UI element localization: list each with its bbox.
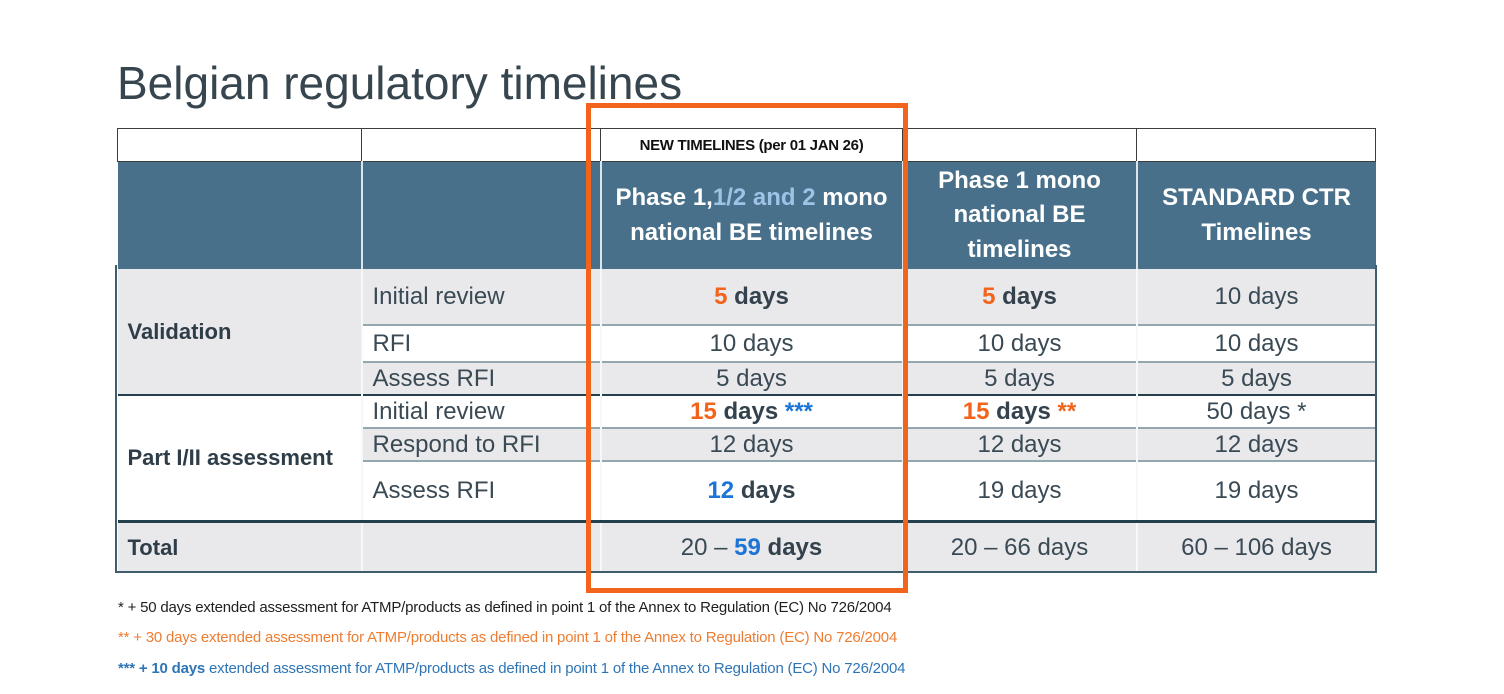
text-segment: 59 — [734, 534, 761, 562]
value-cell: 20 – 66 days — [901, 519, 1137, 573]
text-segment: days — [716, 397, 785, 425]
table-row: Part I/II assessment Initial review 15 day… — [117, 394, 1376, 521]
footnotes: * + 50 days extended assessment for ATMP… — [118, 598, 905, 689]
text-segment: 19 days — [1214, 477, 1299, 505]
value-cell: 10 days — [901, 324, 1137, 362]
row-group-label: Part I/II assessment — [117, 394, 362, 521]
value-cell: 15 days *** — [599, 394, 903, 428]
text-segment: days — [989, 397, 1058, 425]
text-segment: 1/2 and 2 — [712, 184, 816, 212]
header-phase1-mono: Phase 1 mono national BE timelines — [901, 161, 1137, 269]
text-segment: *** + 10 days — [118, 659, 206, 677]
text-segment: 5 — [982, 282, 996, 310]
value-cell: 12 days — [599, 460, 903, 521]
table-row: Validation Initial review 5 days 5 days 10 d… — [117, 269, 1376, 395]
page-title: Belgian regulatory timelines — [117, 56, 683, 109]
value-cell: 5 days — [901, 269, 1137, 325]
text-segment: 10 days — [977, 329, 1062, 357]
table-body: Validation Initial review 5 days 5 days 10 d… — [117, 269, 1376, 573]
footnote: *** + 10 days extended assessment for AT… — [118, 659, 905, 679]
value-cell: 12 days — [599, 427, 903, 461]
timelines-table: NEW TIMELINES (per 01 JAN 26) Phase 1,1/… — [117, 128, 1376, 573]
value-cell: 19 days — [1135, 460, 1376, 521]
text-segment: 5 — [714, 282, 728, 310]
value-cell: 19 days — [901, 460, 1137, 521]
value-cell: 15 days ** — [901, 394, 1137, 428]
table-row: Assess RFI 12 days 19 days 19 days — [118, 460, 1376, 521]
row-label: Initial review — [360, 269, 601, 325]
header-row: Phase 1,1/2 and 2 mono national BE timel… — [117, 161, 1376, 269]
text-segment: 5 days — [984, 364, 1055, 392]
banner-cell-empty — [902, 128, 1137, 162]
text-segment: Phase 1 mono national BE timelines — [938, 167, 1101, 263]
value-cell: 5 days — [901, 361, 1137, 395]
text-segment: 12 — [707, 477, 735, 505]
text-segment: ** + 30 days extended assessment for ATM… — [118, 629, 898, 647]
banner-row: NEW TIMELINES (per 01 JAN 26) — [117, 128, 1376, 162]
text-segment: 10 days — [1214, 329, 1299, 357]
value-cell: 60 – 106 days — [1135, 519, 1376, 573]
value-cell: 10 days — [1135, 324, 1376, 362]
text-segment: mono national BE timelines — [630, 184, 888, 246]
header-cell-empty — [117, 161, 362, 269]
text-segment: 5 days — [1221, 364, 1292, 392]
timelines-table-wrapper: NEW TIMELINES (per 01 JAN 26) Phase 1,1/… — [115, 128, 1377, 573]
row-label: Assess RFI — [360, 460, 601, 521]
text-segment: 20 – 66 days — [950, 534, 1089, 562]
text-segment: 12 days — [709, 430, 794, 458]
text-segment: 10 days — [709, 329, 794, 357]
value-cell: 5 days — [599, 269, 903, 325]
header-cell-empty — [360, 161, 601, 269]
text-segment: days — [760, 534, 823, 562]
text-segment: 60 – 106 days — [1181, 534, 1332, 562]
value-cell: 12 days — [901, 427, 1137, 461]
table-row: Assess RFI 5 days 5 days 5 days — [118, 361, 1376, 395]
text-segment: ** — [1057, 397, 1077, 425]
new-timelines-banner: NEW TIMELINES (per 01 JAN 26) — [600, 128, 903, 162]
footnote: * + 50 days extended assessment for ATMP… — [118, 598, 905, 618]
value-cell: 12 days — [1135, 427, 1376, 461]
text-segment: 15 — [690, 397, 717, 425]
header-standard-ctr: STANDARD CTR Timelines — [1135, 161, 1376, 269]
text-segment: 12 days — [977, 430, 1062, 458]
value-cell: 5 days — [1135, 361, 1376, 395]
text-segment: extended assessment for ATMP/products as… — [205, 659, 906, 677]
text-segment: STANDARD CTR Timelines — [1162, 184, 1351, 246]
text-segment: days — [734, 477, 796, 505]
text-segment: *** — [784, 397, 813, 425]
text-segment: 10 days — [1214, 282, 1299, 310]
row-label: Initial review — [360, 394, 601, 428]
row-label: Respond to RFI — [360, 427, 601, 461]
footnote: ** + 30 days extended assessment for ATM… — [118, 628, 905, 648]
banner-cell-empty — [1136, 128, 1376, 162]
row-label: Assess RFI — [360, 361, 601, 395]
row-group-label: Total — [117, 519, 362, 573]
text-segment: 15 — [962, 397, 990, 425]
text-segment: 20 – — [680, 534, 735, 562]
banner-cell-empty — [361, 128, 601, 162]
value-cell: 5 days — [599, 361, 903, 395]
text-segment: Phase 1, — [615, 184, 713, 212]
text-segment: 12 days — [1214, 430, 1299, 458]
value-cell: 50 days * — [1135, 394, 1376, 428]
header-phase1-12-2-mono: Phase 1,1/2 and 2 mono national BE timel… — [599, 161, 903, 269]
value-cell: 20 – 59 days — [599, 519, 903, 573]
table-row: RFI 10 days 10 days 10 days — [118, 324, 1376, 362]
value-cell: 10 days — [599, 324, 903, 362]
table-row: Total 20 – 59 days 20 – 66 days 60 – 106 da… — [117, 519, 1376, 573]
banner-cell-empty — [117, 128, 362, 162]
text-segment: 50 days * — [1206, 397, 1307, 425]
text-segment: 5 days — [716, 364, 787, 392]
table-row: Respond to RFI 12 days 12 days 12 days — [118, 427, 1376, 461]
text-segment: days — [995, 282, 1057, 310]
text-segment: * + 50 days extended assessment for ATMP… — [118, 599, 892, 616]
text-segment: 19 days — [977, 477, 1062, 505]
row-label — [360, 519, 601, 573]
row-label: RFI — [360, 324, 601, 362]
row-group-label: Validation — [117, 269, 362, 395]
value-cell: 10 days — [1135, 269, 1376, 325]
text-segment: days — [727, 282, 789, 310]
